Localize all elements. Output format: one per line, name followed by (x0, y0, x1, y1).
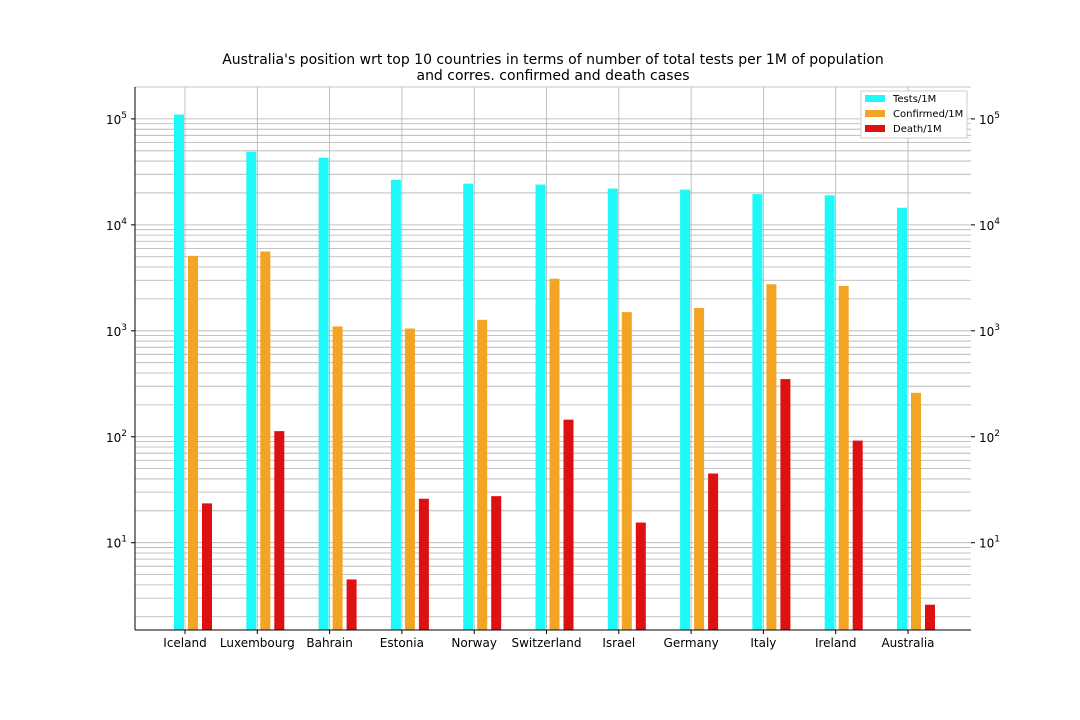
bar-death-1m-israel (635, 522, 646, 630)
x-tick-label: Ireland (815, 636, 857, 650)
bar-tests-1m-iceland (174, 114, 184, 630)
x-tick-label: Australia (881, 636, 934, 650)
bar-confirmed-1m-luxembourg (260, 251, 271, 630)
bar-confirmed-1m-iceland (188, 255, 198, 630)
bar-tests-1m-ireland (824, 195, 835, 630)
bar-death-1m-iceland (202, 503, 212, 630)
legend-swatch-deaths (865, 125, 885, 132)
bar-confirmed-1m-germany (694, 308, 705, 630)
bar-death-1m-switzerland (563, 419, 574, 630)
legend-label-confirmed: Confirmed/1M (893, 109, 963, 120)
y-tick-label-left: 103 (106, 323, 127, 339)
bar-death-1m-luxembourg (274, 431, 285, 630)
bar-confirmed-1m-italy (766, 284, 777, 630)
y-tick-label-right: 103 (979, 323, 1000, 339)
bar-confirmed-1m-switzerland (549, 278, 560, 630)
bar-tests-1m-norway (463, 183, 474, 630)
bar-death-1m-germany (708, 473, 719, 630)
legend-label-deaths: Death/1M (893, 124, 942, 135)
y-tick-label-left: 102 (106, 429, 127, 445)
x-tick-label: Germany (664, 636, 719, 650)
bar-tests-1m-italy (752, 194, 763, 630)
bar-death-1m-australia (925, 604, 935, 630)
x-tick-label: Switzerland (512, 636, 582, 650)
legend-swatch-tests (865, 95, 885, 102)
bar-confirmed-1m-ireland (838, 285, 849, 630)
tick-labels: Iceland Luxembourg Bahrain Estonia Norway Swi… (106, 111, 1000, 650)
x-tick-label: Israel (602, 636, 635, 650)
y-tick-label-right: 105 (979, 111, 1000, 127)
bar-confirmed-1m-bahrain (332, 326, 343, 630)
x-tick-label: Bahrain (306, 636, 352, 650)
bar-death-1m-ireland (852, 440, 863, 630)
x-tick-label: Iceland (163, 636, 206, 650)
x-tick-label: Italy (750, 636, 776, 650)
bar-death-1m-italy (780, 379, 791, 630)
bar-death-1m-norway (491, 496, 502, 630)
chart-title-line-1: Australia's position wrt top 10 countrie… (222, 52, 884, 68)
bar-confirmed-1m-israel (621, 312, 632, 630)
y-tick-label-right: 104 (979, 217, 1000, 233)
y-tick-label-left: 105 (106, 111, 127, 127)
y-tick-label-right: 102 (979, 429, 1000, 445)
y-tick-label-left: 101 (106, 535, 127, 551)
x-tick-label: Luxembourg (220, 636, 295, 650)
bar-confirmed-1m-australia (911, 392, 921, 630)
legend-swatch-confirmed (865, 110, 885, 117)
bar-tests-1m-estonia (390, 180, 401, 630)
axes (131, 87, 975, 634)
x-tick-label: Estonia (380, 636, 424, 650)
bar-death-1m-bahrain (346, 579, 357, 630)
bar-tests-1m-germany (680, 189, 691, 630)
legend: Tests/1M Confirmed/1M Death/1M (860, 90, 968, 139)
chart-title: Australia's position wrt top 10 countrie… (222, 52, 884, 84)
bar-tests-1m-luxembourg (246, 151, 257, 631)
bar-tests-1m-australia (897, 207, 907, 631)
bar-tests-1m-bahrain (318, 157, 329, 630)
bar-confirmed-1m-norway (477, 319, 488, 630)
bar-confirmed-1m-estonia (404, 328, 415, 630)
bar-tests-1m-israel (607, 188, 618, 630)
x-tick-label: Norway (451, 636, 497, 650)
bar-tests-1m-switzerland (535, 184, 546, 630)
legend-label-tests: Tests/1M (892, 94, 936, 105)
y-tick-label-left: 104 (106, 217, 127, 233)
chart-title-line-2: and corres. confirmed and death cases (416, 68, 689, 84)
bars (174, 114, 935, 631)
y-tick-label-right: 101 (979, 535, 1000, 551)
bar-death-1m-estonia (418, 498, 429, 630)
